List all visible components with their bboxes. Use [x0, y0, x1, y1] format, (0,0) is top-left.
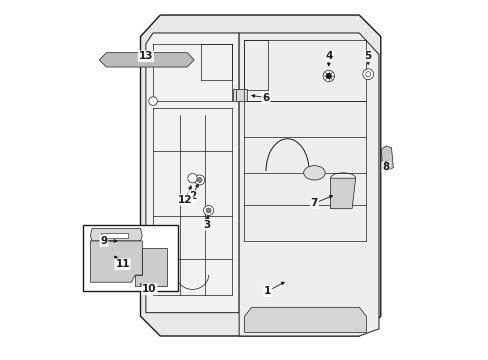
Circle shape: [203, 206, 213, 216]
Text: 13: 13: [139, 51, 153, 61]
Polygon shape: [330, 178, 355, 209]
Circle shape: [206, 208, 211, 213]
Text: 1: 1: [264, 286, 271, 296]
Circle shape: [148, 97, 157, 105]
Text: 5: 5: [364, 51, 371, 61]
Text: 10: 10: [142, 284, 156, 294]
Text: 3: 3: [203, 220, 210, 230]
Text: 4: 4: [325, 51, 332, 61]
Text: 2: 2: [188, 191, 196, 201]
Text: 6: 6: [262, 93, 269, 103]
Polygon shape: [239, 33, 378, 336]
Ellipse shape: [303, 166, 325, 180]
Polygon shape: [90, 241, 142, 282]
Polygon shape: [145, 33, 239, 313]
Text: 9: 9: [100, 236, 107, 246]
Circle shape: [362, 69, 373, 80]
Polygon shape: [244, 307, 366, 332]
Text: 7: 7: [310, 198, 318, 208]
Polygon shape: [233, 89, 247, 101]
Polygon shape: [90, 228, 142, 241]
Text: 8: 8: [382, 162, 389, 172]
Polygon shape: [140, 15, 380, 336]
Bar: [83, 225, 178, 291]
Bar: [101, 233, 128, 238]
Text: 11: 11: [115, 259, 129, 269]
Circle shape: [197, 177, 202, 183]
Polygon shape: [135, 248, 167, 286]
Circle shape: [323, 70, 334, 82]
Polygon shape: [99, 53, 194, 67]
Circle shape: [187, 174, 197, 183]
Circle shape: [194, 175, 204, 185]
Circle shape: [365, 72, 370, 77]
Polygon shape: [381, 146, 392, 171]
Circle shape: [325, 73, 331, 79]
Text: 12: 12: [178, 195, 192, 205]
